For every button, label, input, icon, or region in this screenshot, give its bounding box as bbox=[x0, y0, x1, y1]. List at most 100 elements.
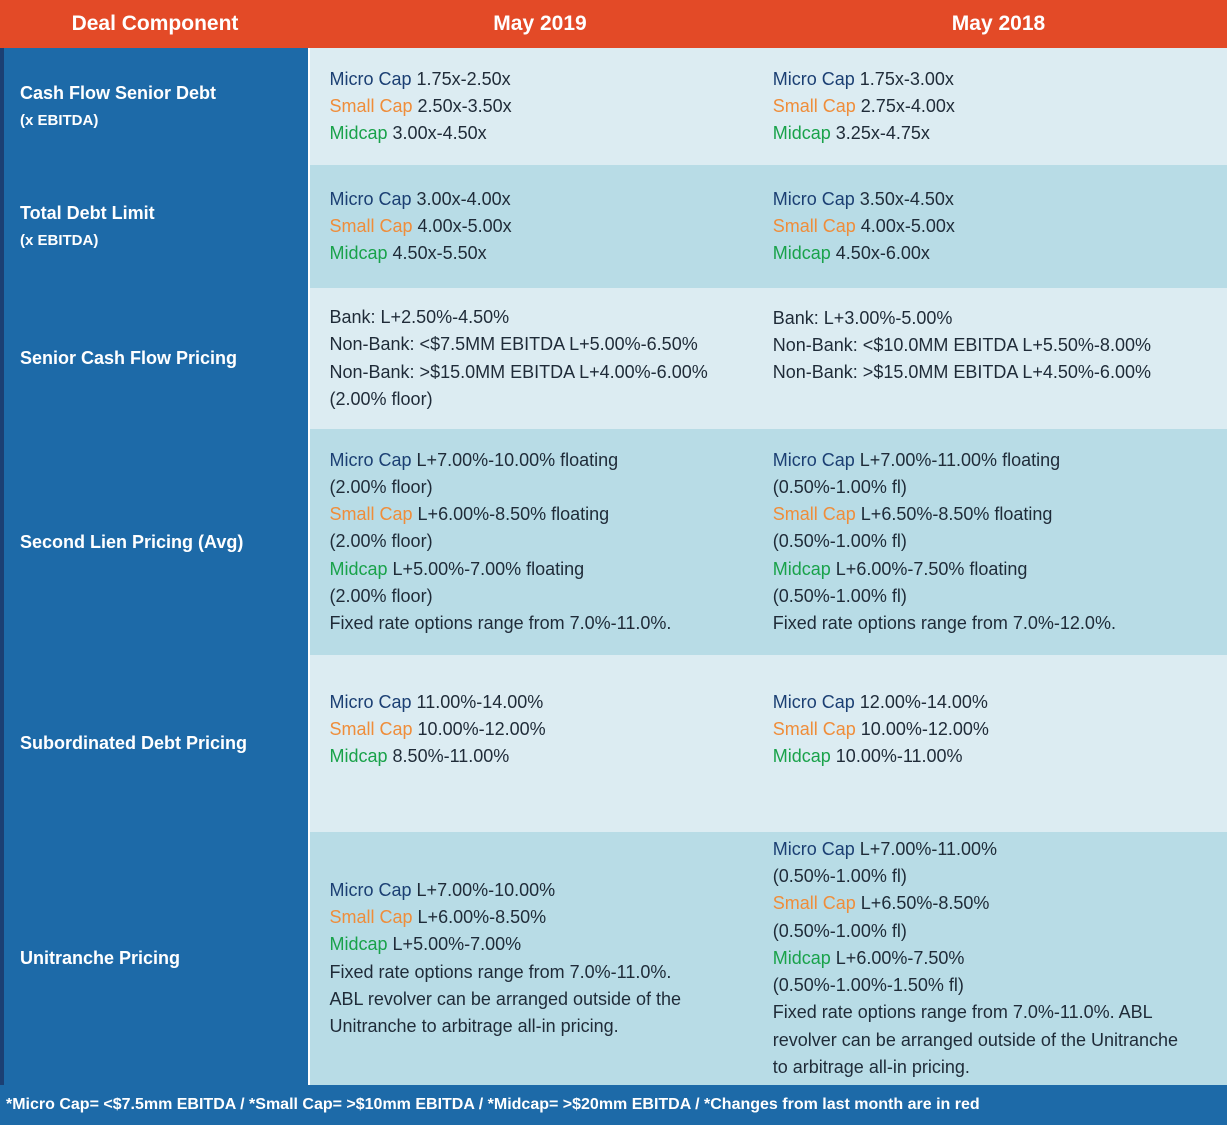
cell-value: L+6.00%-7.50% bbox=[830, 947, 965, 968]
small-cap-label: Small Cap bbox=[329, 215, 413, 236]
cell-line: Micro Cap L+7.00%-11.00% bbox=[773, 836, 1227, 863]
row-label: Total Debt Limit (x EBITDA) bbox=[4, 165, 308, 288]
cell-value: 4.50x-5.50x bbox=[387, 243, 487, 264]
small-cap-label: Small Cap bbox=[772, 719, 856, 740]
cell-line: Micro Cap L+7.00%-10.00% bbox=[330, 877, 771, 904]
midcap-label: Midcap bbox=[329, 934, 388, 955]
cell-line: (0.50%-1.00%-1.50% fl) bbox=[772, 975, 964, 996]
cell-line: Fixed rate options range from 7.0%-12.0%… bbox=[772, 613, 1116, 633]
may-2019-cell: Bank: L+2.50%-4.50% Non-Bank: <$7.5MM EB… bbox=[309, 288, 771, 429]
row-subtitle: (x EBITDA) bbox=[20, 111, 99, 129]
may-2018-cell: Micro Cap L+7.00%-11.00% (0.50%-1.00% fl… bbox=[770, 832, 1227, 1085]
cell-value: L+7.00%-10.00% floating bbox=[411, 449, 619, 470]
small-cap-label: Small Cap bbox=[329, 907, 413, 928]
cell-line: Small Cap 10.00%-12.00% bbox=[330, 716, 771, 743]
cell-line: (2.00% floor) bbox=[329, 585, 433, 606]
cell-line: Small Cap 2.50x-3.50x bbox=[330, 93, 771, 120]
cell-line: Midcap 4.50x-6.00x bbox=[773, 240, 1227, 267]
cell-value: L+6.00%-8.50% bbox=[412, 907, 547, 928]
cell-value: 11.00%-14.00% bbox=[411, 692, 544, 712]
cell-line: Bank: L+3.00%-5.00% bbox=[772, 308, 953, 328]
cell-value: 2.50x-3.50x bbox=[412, 95, 512, 116]
cell-line: Non-Bank: >$15.0MM EBITDA L+4.00%-6.00% bbox=[329, 361, 708, 382]
micro-cap-label: Micro Cap bbox=[772, 839, 855, 860]
cell-value: 1.75x-3.00x bbox=[854, 68, 954, 89]
may-2018-cell: Micro Cap 12.00%-14.00% Small Cap 10.00%… bbox=[770, 655, 1227, 832]
may-2018-cell: Bank: L+3.00%-5.00% Non-Bank: <$10.0MM E… bbox=[770, 288, 1227, 429]
table-row: Unitranche Pricing Micro Cap L+7.00%-10.… bbox=[0, 832, 1227, 1085]
may-2019-cell: Micro Cap L+7.00%-10.00% Small Cap L+6.0… bbox=[309, 832, 771, 1085]
cell-line: Small Cap 4.00x-5.00x bbox=[773, 213, 1227, 240]
cell-line: Midcap 10.00%-11.00% bbox=[773, 743, 1227, 770]
midcap-label: Midcap bbox=[772, 558, 831, 579]
cell-value: L+5.00%-7.00% floating bbox=[387, 558, 585, 579]
header-may-2019: May 2019 bbox=[493, 12, 587, 35]
cell-line: (2.00% floor) bbox=[329, 388, 433, 409]
cell-line: Small Cap 4.00x-5.00x bbox=[330, 213, 771, 240]
row-title: Total Debt Limit bbox=[20, 202, 155, 223]
small-cap-label: Small Cap bbox=[329, 719, 413, 740]
row-subtitle: (x EBITDA) bbox=[20, 231, 99, 249]
header-may-2018: May 2018 bbox=[951, 12, 1046, 35]
row-label: Unitranche Pricing bbox=[4, 832, 308, 1085]
cell-value: L+6.00%-7.50% floating bbox=[830, 558, 1028, 579]
cell-line: Micro Cap 3.50x-4.50x bbox=[773, 186, 1227, 213]
cell-line: Micro Cap 3.00x-4.00x bbox=[330, 186, 771, 213]
cell-value: 8.50%-11.00% bbox=[387, 746, 510, 767]
row-title: Subordinated Debt Pricing bbox=[20, 733, 248, 753]
cell-line: Small Cap L+6.50%-8.50% floating bbox=[773, 501, 1227, 528]
cell-line: revolver can be arranged outside of the … bbox=[772, 1029, 1179, 1050]
cell-line: Micro Cap 1.75x-2.50x bbox=[330, 66, 771, 93]
micro-cap-label: Micro Cap bbox=[772, 68, 855, 89]
row-label: Subordinated Debt Pricing bbox=[4, 655, 308, 832]
micro-cap-label: Micro Cap bbox=[329, 68, 412, 89]
midcap-label: Midcap bbox=[772, 243, 831, 264]
micro-cap-label: Micro Cap bbox=[772, 449, 855, 470]
table-row: Second Lien Pricing (Avg) Micro Cap L+7.… bbox=[0, 429, 1227, 655]
table-row: Cash Flow Senior Debt (x EBITDA) Micro C… bbox=[0, 48, 1227, 165]
midcap-label: Midcap bbox=[772, 123, 831, 144]
cell-value: 3.00x-4.50x bbox=[387, 123, 487, 144]
micro-cap-label: Micro Cap bbox=[329, 879, 412, 900]
cell-line: Non-Bank: <$10.0MM EBITDA L+5.50%-8.00% bbox=[772, 335, 1151, 356]
cell-value: 12.00%-14.00% bbox=[854, 692, 988, 712]
table-row: Senior Cash Flow Pricing Bank: L+2.50%-4… bbox=[0, 288, 1227, 429]
cell-value: L+5.00%-7.00% bbox=[387, 934, 522, 955]
small-cap-label: Small Cap bbox=[772, 95, 856, 116]
cell-line: Small Cap 10.00%-12.00% bbox=[773, 716, 1227, 743]
cell-value: L+6.50%-8.50% floating bbox=[855, 504, 1053, 525]
cell-line: Non-Bank: <$7.5MM EBITDA L+5.00%-6.50% bbox=[329, 334, 698, 355]
table-body: Cash Flow Senior Debt (x EBITDA) Micro C… bbox=[0, 48, 1227, 1085]
cell-line: (0.50%-1.00% fl) bbox=[772, 531, 907, 552]
small-cap-label: Small Cap bbox=[329, 504, 413, 525]
row-title: Senior Cash Flow Pricing bbox=[20, 348, 238, 368]
may-2019-cell: Micro Cap 1.75x-2.50x Small Cap 2.50x-3.… bbox=[309, 48, 771, 165]
cell-line: Midcap 3.00x-4.50x bbox=[330, 120, 771, 147]
cell-line: Midcap L+6.00%-7.50% bbox=[773, 945, 1227, 972]
cell-value: 3.00x-4.00x bbox=[411, 188, 511, 209]
cell-value: 4.00x-5.00x bbox=[855, 215, 955, 236]
row-label: Senior Cash Flow Pricing bbox=[4, 288, 308, 429]
row-title: Cash Flow Senior Debt bbox=[20, 82, 217, 103]
cell-line: Bank: L+2.50%-4.50% bbox=[329, 307, 510, 328]
midcap-label: Midcap bbox=[772, 746, 831, 767]
cell-line: Small Cap L+6.00%-8.50% floating bbox=[330, 501, 771, 528]
micro-cap-label: Micro Cap bbox=[329, 449, 412, 470]
micro-cap-label: Micro Cap bbox=[772, 188, 855, 209]
midcap-label: Midcap bbox=[329, 123, 388, 144]
may-2019-cell: Micro Cap 11.00%-14.00% Small Cap 10.00%… bbox=[309, 655, 771, 832]
cell-line: Midcap 3.25x-4.75x bbox=[773, 120, 1227, 147]
cell-value: L+7.00%-11.00% floating bbox=[854, 449, 1061, 470]
cell-line: (0.50%-1.00% fl) bbox=[772, 476, 907, 497]
midcap-label: Midcap bbox=[329, 243, 388, 264]
cell-line: (0.50%-1.00% fl) bbox=[772, 866, 907, 887]
midcap-label: Midcap bbox=[329, 746, 388, 767]
micro-cap-label: Micro Cap bbox=[329, 188, 412, 209]
cell-line: to arbitrage all-in pricing. bbox=[772, 1056, 970, 1077]
cell-value: L+7.00%-11.00% bbox=[854, 839, 998, 860]
midcap-label: Midcap bbox=[772, 947, 831, 968]
cell-value: 4.50x-6.00x bbox=[830, 243, 930, 264]
may-2018-cell: Micro Cap 1.75x-3.00x Small Cap 2.75x-4.… bbox=[770, 48, 1227, 165]
cell-line: Midcap 8.50%-11.00% bbox=[330, 743, 771, 770]
